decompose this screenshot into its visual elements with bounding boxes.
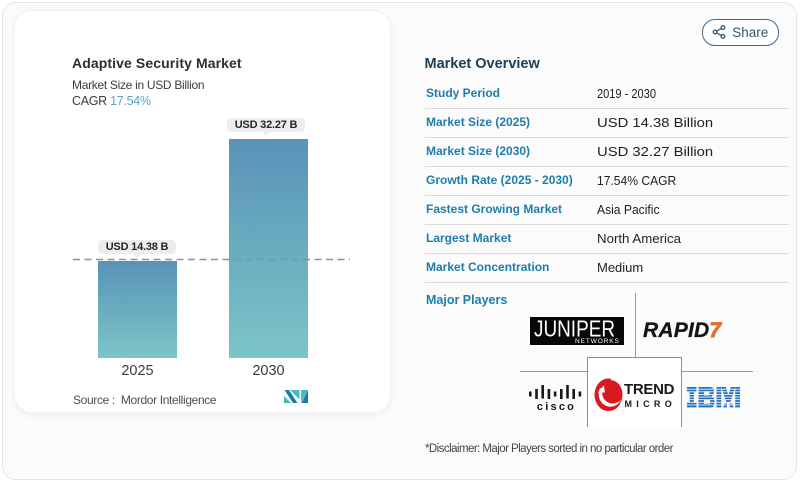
svg-text:NETWORKS: NETWORKS [575,338,620,345]
svg-text:JUNIPER: JUNIPER [534,317,615,342]
svg-text:cisco: cisco [537,401,576,412]
